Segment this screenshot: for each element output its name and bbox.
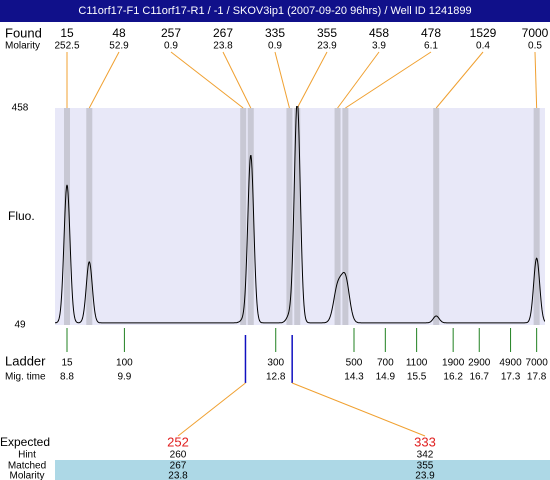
ladder-size: 700 — [377, 358, 394, 369]
peak-connector — [435, 51, 484, 109]
peak-band — [247, 108, 254, 325]
peak-molarity: 52.9 — [109, 41, 129, 52]
title: C11orf17-F1 C11orf17-R1 / -1 / SKOV3ip1 … — [78, 5, 471, 17]
molarity-value: 23.8 — [168, 471, 188, 480]
ladder-time: 12.8 — [266, 372, 286, 383]
ladder-sublabel: Mig. time — [5, 372, 46, 383]
peak-band — [286, 108, 293, 325]
peak-molarity: 23.8 — [213, 41, 233, 52]
ladder-time: 17.3 — [501, 372, 521, 383]
molarity-value: 23.9 — [415, 471, 435, 480]
matched-value: 267 — [170, 461, 187, 472]
hint-value: 260 — [170, 450, 187, 461]
ladder-time: 14.9 — [376, 372, 396, 383]
title-bar — [0, 0, 550, 22]
ladder-time: 17.8 — [527, 372, 547, 383]
peak-size: 355 — [317, 26, 337, 40]
peak-band — [334, 108, 341, 325]
ladder-time: 16.2 — [443, 372, 463, 383]
ladder-size: 300 — [267, 358, 284, 369]
peak-size: 48 — [112, 26, 126, 40]
row-label: Hint — [18, 450, 36, 461]
peak-molarity: 6.1 — [424, 41, 438, 52]
y-label: Fluo. — [8, 209, 35, 223]
trace-group — [55, 106, 545, 324]
peak-connector — [88, 51, 120, 109]
peak-size: 15 — [60, 26, 74, 40]
peak-connector — [337, 51, 380, 109]
ladder-size: 4900 — [499, 358, 522, 369]
peak-connector — [534, 51, 538, 109]
found-sublabel: Molarity — [5, 41, 40, 52]
y-tick-label: 458 — [12, 103, 29, 114]
peak-connector — [296, 51, 328, 109]
ladder-size: 100 — [116, 358, 133, 369]
peak-molarity: 0.4 — [476, 41, 490, 52]
ladder-size: 1100 — [406, 358, 428, 369]
row-label: Molarity — [9, 471, 44, 480]
peak-molarity: 0.9 — [164, 41, 178, 52]
peak-molarity: 0.5 — [528, 41, 542, 52]
ladder-time: 15.5 — [407, 372, 427, 383]
ladder-time: 9.9 — [117, 372, 131, 383]
peak-connector — [170, 51, 244, 109]
y-tick-label: 49 — [14, 320, 26, 331]
peak-connector — [345, 51, 432, 109]
peak-band — [86, 108, 93, 325]
expected-connector — [291, 382, 426, 437]
peak-molarity: 252.5 — [54, 41, 79, 52]
peak-molarity: 23.9 — [317, 41, 337, 52]
peak-molarity: 3.9 — [372, 41, 386, 52]
peak-size: 458 — [369, 26, 389, 40]
peak-size: 267 — [213, 26, 233, 40]
peak-connector — [274, 51, 290, 109]
peak-band — [433, 108, 440, 325]
ladder-size: 1900 — [442, 358, 465, 369]
peak-molarity: 0.9 — [268, 41, 282, 52]
peak-size: 257 — [161, 26, 181, 40]
peak-band — [240, 108, 247, 325]
expected-size: 333 — [414, 434, 436, 449]
peak-band — [342, 108, 349, 325]
peak-connector — [222, 51, 252, 109]
ladder-size: 500 — [346, 358, 363, 369]
peak-band — [294, 108, 301, 325]
row-label: Matched — [8, 461, 46, 472]
peak-band — [64, 108, 71, 325]
ladder-time: 16.7 — [470, 372, 490, 383]
ladder-time: 14.3 — [344, 372, 364, 383]
matched-band — [55, 460, 550, 480]
ladder-size: 2900 — [468, 358, 491, 369]
matched-value: 355 — [417, 461, 434, 472]
peak-size: 478 — [421, 26, 441, 40]
ladder-time: 8.8 — [60, 372, 74, 383]
ladder-size: 15 — [61, 358, 73, 369]
expected-size: 252 — [167, 434, 189, 449]
expected-label: Expected — [0, 435, 50, 449]
trace — [55, 106, 545, 324]
peak-size: 1529 — [470, 26, 497, 40]
hint-value: 342 — [417, 450, 434, 461]
ladder-label: Ladder — [5, 353, 46, 368]
expected-connector — [177, 382, 246, 437]
ladder-size: 7000 — [526, 358, 549, 369]
peak-band — [533, 108, 540, 325]
peak-size: 335 — [265, 26, 285, 40]
found-label: Found — [5, 25, 42, 40]
peak-size: 7000 — [522, 26, 549, 40]
